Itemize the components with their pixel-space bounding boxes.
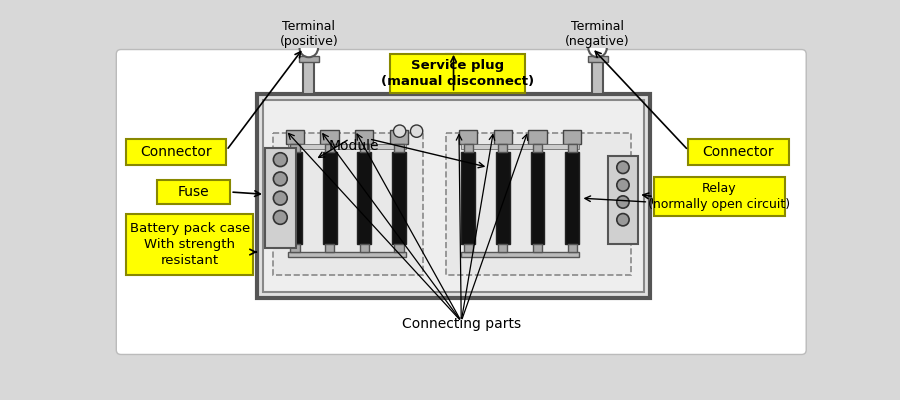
Bar <box>320 130 338 144</box>
Bar <box>530 152 544 244</box>
Circle shape <box>300 39 318 57</box>
Bar <box>257 94 650 298</box>
Bar <box>568 244 577 252</box>
Bar <box>653 177 785 216</box>
Circle shape <box>274 172 287 186</box>
Text: Fuse: Fuse <box>178 185 210 199</box>
Bar <box>322 152 337 244</box>
Circle shape <box>410 125 423 137</box>
Circle shape <box>616 161 629 174</box>
Bar <box>288 152 302 244</box>
Circle shape <box>274 210 287 224</box>
Bar <box>158 180 230 204</box>
Bar <box>568 144 577 152</box>
Circle shape <box>274 191 287 205</box>
Text: Cell: Cell <box>650 195 676 209</box>
Bar <box>533 244 542 252</box>
Text: Connector: Connector <box>140 145 212 159</box>
Bar <box>391 54 526 93</box>
FancyBboxPatch shape <box>116 50 806 354</box>
Text: Module: Module <box>328 139 379 153</box>
Bar <box>288 144 406 149</box>
Bar <box>392 152 406 244</box>
Bar <box>499 144 508 152</box>
Bar <box>496 152 509 244</box>
Bar <box>464 144 472 152</box>
Bar <box>533 144 542 152</box>
Bar <box>291 244 300 252</box>
Bar <box>688 139 788 165</box>
Bar <box>126 214 254 275</box>
Bar <box>288 252 406 257</box>
Bar <box>608 156 638 244</box>
Bar <box>461 152 475 244</box>
Bar <box>461 252 579 257</box>
Circle shape <box>589 39 607 57</box>
Bar <box>360 244 369 252</box>
Bar <box>394 144 403 152</box>
Bar <box>325 144 334 152</box>
Text: Relay
(normally open circuit): Relay (normally open circuit) <box>648 182 790 211</box>
Bar <box>264 100 644 292</box>
Text: Connector: Connector <box>703 145 774 159</box>
Bar <box>528 130 546 144</box>
Circle shape <box>393 125 406 137</box>
Bar <box>303 60 314 94</box>
Bar <box>493 130 512 144</box>
Bar <box>464 244 472 252</box>
Bar <box>273 133 423 275</box>
Bar <box>299 56 319 62</box>
Circle shape <box>616 214 629 226</box>
Bar <box>446 133 631 275</box>
Text: Battery pack case
With strength
resistant: Battery pack case With strength resistan… <box>130 222 250 267</box>
Bar <box>394 244 403 252</box>
Bar <box>285 130 304 144</box>
Circle shape <box>616 196 629 208</box>
Text: Terminal
(negative): Terminal (negative) <box>565 20 630 48</box>
Text: Service plug
(manual disconnect): Service plug (manual disconnect) <box>382 59 535 88</box>
Text: Terminal
(positive): Terminal (positive) <box>279 20 338 48</box>
Bar <box>592 60 603 94</box>
Bar <box>499 244 508 252</box>
Bar <box>459 130 477 144</box>
Bar <box>562 130 581 144</box>
Circle shape <box>274 153 287 166</box>
Bar <box>390 130 408 144</box>
Bar <box>461 144 579 149</box>
Bar <box>357 152 371 244</box>
Bar <box>588 56 608 62</box>
Bar <box>360 144 369 152</box>
Bar <box>355 130 374 144</box>
Text: Connecting parts: Connecting parts <box>401 317 521 331</box>
Bar <box>265 148 296 248</box>
Bar <box>325 244 334 252</box>
Bar <box>126 139 227 165</box>
Bar <box>565 152 579 244</box>
Bar <box>291 144 300 152</box>
Circle shape <box>616 179 629 191</box>
